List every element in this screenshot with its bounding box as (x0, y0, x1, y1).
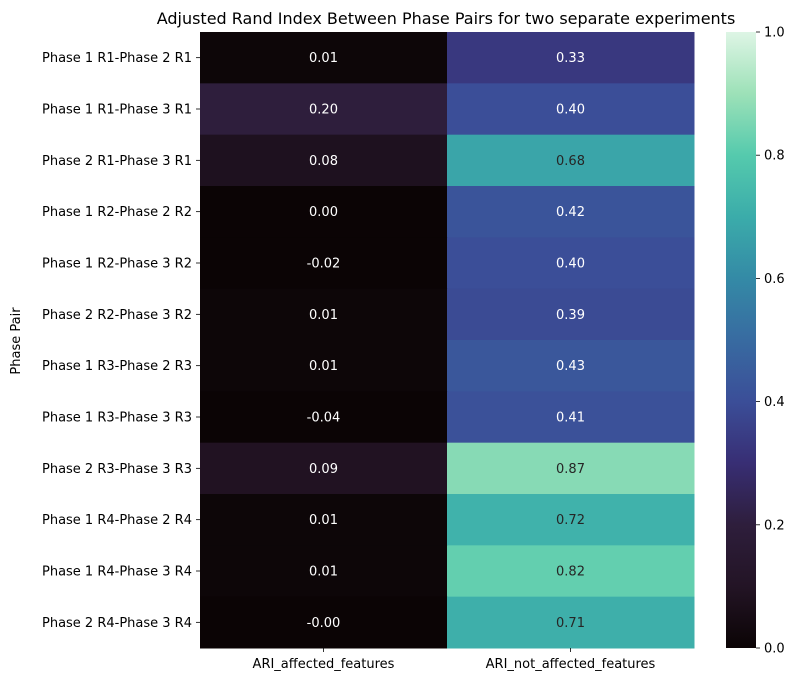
heatmap-cell (447, 186, 695, 238)
y-tick-label: Phase 1 R1-Phase 3 R1 (42, 103, 192, 118)
y-tick-label: Phase 1 R1-Phase 2 R1 (42, 51, 192, 66)
heatmap-cell (447, 237, 695, 290)
cell-value-label: 0.71 (556, 616, 585, 631)
heatmap-cell (200, 32, 448, 84)
cell-value-label: 0.40 (556, 103, 585, 118)
cell-value-label: 0.33 (556, 51, 585, 66)
cell-value-label: 0.41 (556, 411, 585, 426)
cell-value-label: 0.87 (556, 462, 585, 477)
cell-value-label: 0.01 (309, 565, 338, 580)
cell-value-label: 0.68 (556, 154, 585, 169)
heatmap-cell (447, 494, 695, 546)
cell-value-label: 0.01 (309, 51, 338, 66)
cell-value-label: 0.82 (556, 565, 585, 580)
colorbar-tick-label: 1.0 (764, 26, 785, 41)
heatmap-cell (447, 596, 695, 649)
cell-value-label: 0.01 (309, 513, 338, 528)
heatmap-cell (447, 83, 695, 136)
cell-value-label: 0.08 (309, 154, 338, 169)
cell-value-label: -0.04 (307, 411, 341, 426)
colorbar-tick-label: 0.6 (764, 272, 785, 287)
y-tick-label: Phase 1 R3-Phase 2 R3 (42, 359, 192, 374)
heatmap-cell (447, 134, 695, 187)
heatmap-cell (447, 391, 695, 444)
x-tick-label: ARI_affected_features (253, 657, 395, 672)
y-tick-label: Phase 1 R3-Phase 3 R3 (42, 411, 192, 426)
cell-value-label: 0.72 (556, 513, 585, 528)
cell-value-label: 0.09 (309, 462, 338, 477)
x-tick-label: ARI_not_affected_features (486, 657, 656, 672)
colorbar-tick-label: 0.0 (764, 642, 785, 657)
cell-value-label: -0.02 (307, 257, 341, 272)
colorbar-gradient (726, 32, 756, 648)
heatmap-cell (200, 494, 448, 546)
heatmap-cell (447, 32, 695, 84)
heatmap-cell (200, 545, 448, 598)
cell-value-label: 0.00 (309, 205, 338, 220)
cell-value-label: 0.43 (556, 359, 585, 374)
heatmap-cell (200, 237, 448, 290)
y-tick-label: Phase 1 R4-Phase 2 R4 (42, 513, 192, 528)
y-tick-label: Phase 1 R2-Phase 2 R2 (42, 205, 192, 220)
heatmap-cells: 0.01 0.33 0.20 0.40 0.08 0.68 0.00 0.42 -0.02 0.4… (200, 32, 695, 649)
y-tick-label: Phase 2 R2-Phase 3 R2 (42, 308, 192, 323)
heatmap-cell (447, 442, 695, 495)
heatmap-cell (200, 391, 448, 444)
heatmap-cell (200, 134, 448, 187)
heatmap-cell (200, 83, 448, 136)
colorbar-tick-label: 0.4 (764, 395, 785, 410)
y-axis-label: Phase Pair (9, 307, 24, 375)
heatmap-cell (200, 596, 448, 649)
colorbar: 0.0 0.2 0.4 0.6 0.8 1.0 (726, 26, 785, 657)
heatmap-cell (200, 288, 448, 341)
heatmap-cell (447, 288, 695, 341)
x-tick-labels: ARI_affected_features ARI_not_affected_fe… (253, 648, 656, 672)
cell-value-label: 0.20 (309, 103, 338, 118)
y-tick-label: Phase 2 R3-Phase 3 R3 (42, 462, 192, 477)
y-tick-label: Phase 1 R4-Phase 3 R4 (42, 565, 192, 580)
chart-title: Adjusted Rand Index Between Phase Pairs … (157, 9, 736, 28)
heatmap-cell (200, 442, 448, 495)
heatmap-cell (200, 186, 448, 238)
cell-value-label: -0.00 (307, 616, 341, 631)
cell-value-label: 0.39 (556, 308, 585, 323)
cell-value-label: 0.42 (556, 205, 585, 220)
y-tick-labels: Phase 1 R1-Phase 2 R1 Phase 1 R1-Phase 3 … (42, 51, 200, 631)
y-tick-label: Phase 1 R2-Phase 3 R2 (42, 257, 192, 272)
colorbar-tick-label: 0.8 (764, 149, 785, 164)
colorbar-tick-label: 0.2 (764, 518, 785, 533)
y-tick-label: Phase 2 R1-Phase 3 R1 (42, 154, 192, 169)
heatmap-cell (447, 340, 695, 392)
heatmap-cell (447, 545, 695, 598)
cell-value-label: 0.01 (309, 308, 338, 323)
y-tick-label: Phase 2 R4-Phase 3 R4 (42, 616, 192, 631)
cell-value-label: 0.40 (556, 257, 585, 272)
cell-value-label: 0.01 (309, 359, 338, 374)
heatmap-cell (200, 340, 448, 392)
